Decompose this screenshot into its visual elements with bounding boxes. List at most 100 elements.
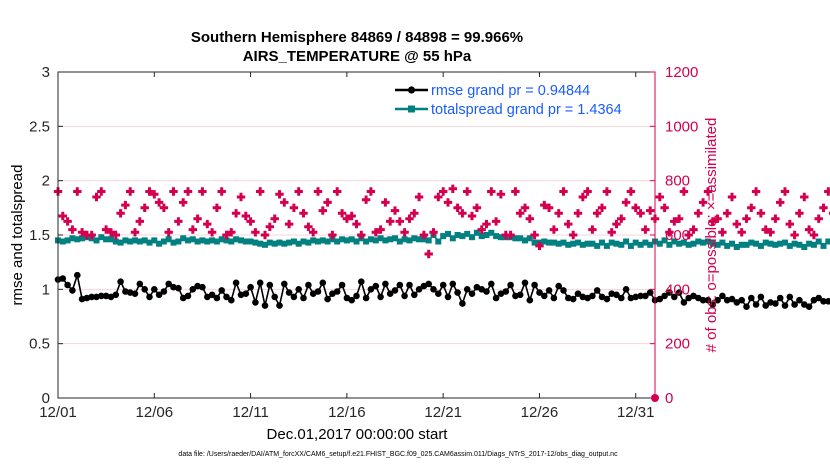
obs-count-point [448,184,457,193]
spread-point [132,237,138,244]
obs-marker-shape [641,225,650,234]
obs-count-point [318,206,327,215]
obs-count-point [674,214,684,223]
obs-count-point [660,203,669,212]
obs-count-point [554,209,563,218]
spread-point [348,236,355,243]
spread-point [141,237,148,244]
spread-point [233,236,240,243]
obs-count-point [188,225,197,234]
obs-marker-shape [289,203,299,212]
spread-point [454,232,461,238]
rmse-point [714,296,721,304]
obs-count-point [207,228,217,237]
y2-axis-label: # of obs: o=possible; ×=assimilated [703,118,720,353]
spread-point [656,240,663,247]
spread-point [445,230,451,237]
rmse-point [776,294,784,302]
obs-count-point [780,187,790,196]
spread-point [627,242,634,249]
spread-point [767,240,774,247]
spread-point [473,229,480,236]
spread-point [782,239,788,246]
obs-count-point [593,209,602,218]
rmse-point [738,296,745,304]
obs-count-point [453,203,462,212]
spread-point [127,238,134,245]
rmse-point [574,290,582,298]
rmse-point [353,292,360,300]
spread-point [709,240,716,247]
rmse-point [218,287,225,294]
obs-count-point [101,225,111,234]
spread-point [642,239,649,246]
obs-count-point [342,214,352,223]
obs-count-point [467,211,477,221]
rmse-point [276,302,283,309]
spread-point [565,241,572,248]
spread-point [478,233,485,240]
obs-marker-shape [381,198,390,207]
spread-point [714,241,721,248]
spread-point [555,240,562,247]
spread-point [483,232,490,238]
obs-count-point [328,230,337,240]
obs-marker-shape [756,209,766,218]
rmse-point [415,286,423,293]
obs-count-point [159,203,169,212]
obs-marker-shape [260,230,270,240]
spread-point [560,239,567,246]
rmse-point [367,286,375,293]
obs-marker-shape [732,219,741,229]
obs-count-point [742,214,751,223]
obs-count-point [636,209,645,218]
rmse-point [675,289,683,296]
obs-marker-shape [800,192,809,202]
x-tick-label: 12/31 [617,404,655,421]
rmse-point [131,290,139,298]
spread-point [295,240,302,247]
rmse-point [281,280,288,288]
obs-count-point [631,203,640,212]
obs-marker-shape [313,187,323,196]
obs-marker-shape [410,209,419,218]
obs-marker-shape [578,192,587,202]
rmse-point [637,292,644,300]
obs-count-point [366,187,376,196]
x-tick-label: 12/26 [521,404,559,421]
obs-count-point [280,198,289,207]
obs-count-point [63,217,72,226]
obs-count-point [386,217,395,226]
obs-count-point [414,192,424,202]
spread-point [334,238,341,245]
spread-point [170,239,177,246]
rmse-point [396,281,404,289]
spread-point [512,235,519,242]
obs-count-point [58,211,67,221]
obs-count-point [87,230,96,240]
legend: rmse grand pr = 0.94844 totalspread gran… [395,83,622,118]
obs-marker-shape [121,200,130,210]
obs-count-point [703,187,713,196]
obs-count-point [713,214,722,223]
rmse-point [170,283,177,291]
obs-count-point [569,230,578,240]
rmse-point [516,291,524,299]
spread-point [550,239,557,246]
obs-count-point [506,230,515,240]
spread-point [185,237,191,244]
rmse-point [382,280,389,288]
obs-marker-shape [766,228,775,237]
obs-marker-shape [703,187,713,196]
obs-count-point [737,228,746,237]
rmse-point [141,286,148,293]
spread-point [724,242,731,249]
spread-point [584,240,591,247]
obs-count-point [270,214,279,223]
obs-count-point [544,203,554,212]
obs-count-point [241,211,250,221]
spread-point [695,238,702,245]
rmse-point [386,290,394,298]
rmse-point [59,275,67,282]
obs-count-point [689,225,698,234]
